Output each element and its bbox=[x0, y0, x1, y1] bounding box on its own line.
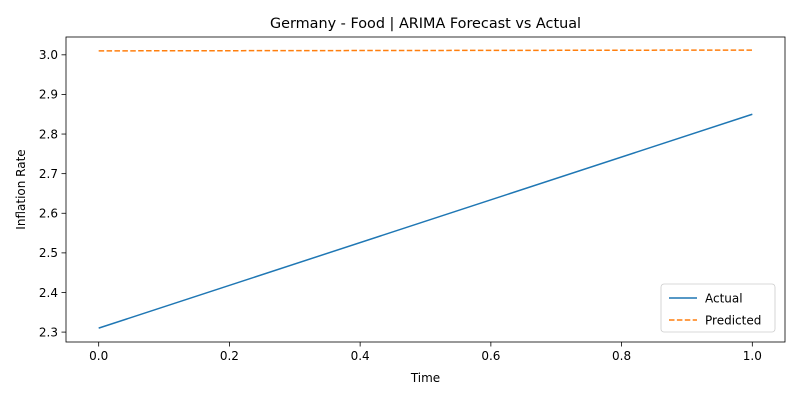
x-axis-ticks: 0.0 0.2 0.4 0.6 0.8 1.0 bbox=[89, 342, 762, 363]
y-tick-label: 2.3 bbox=[39, 325, 58, 339]
legend: Actual Predicted bbox=[660, 283, 776, 333]
plot-frame bbox=[65, 36, 786, 343]
y-axis-label: Inflation Rate bbox=[14, 149, 28, 229]
x-tick-label: 0.6 bbox=[481, 349, 500, 363]
y-tick-label: 2.5 bbox=[39, 246, 58, 260]
series-line-actual bbox=[98, 113, 753, 329]
legend-label-actual: Actual bbox=[705, 291, 743, 305]
y-tick-label: 2.9 bbox=[39, 88, 58, 102]
x-tick-label: 0.8 bbox=[612, 349, 631, 363]
y-tick-label: 2.7 bbox=[39, 167, 58, 181]
y-tick-label: 2.6 bbox=[39, 207, 58, 221]
y-axis-ticks: 2.3 2.4 2.5 2.6 2.7 2.8 2.9 3.0 bbox=[39, 48, 66, 339]
x-axis-label: Time bbox=[410, 371, 440, 385]
series-line-predicted bbox=[98, 49, 753, 52]
plot-area bbox=[65, 36, 786, 343]
chart-title: Germany - Food | ARIMA Forecast vs Actua… bbox=[270, 16, 581, 32]
x-tick-label: 0.4 bbox=[351, 349, 370, 363]
x-tick-label: 1.0 bbox=[743, 349, 762, 363]
x-tick-label: 0.2 bbox=[220, 349, 239, 363]
y-tick-label: 2.8 bbox=[39, 127, 58, 141]
legend-label-predicted: Predicted bbox=[705, 313, 761, 327]
x-tick-label: 0.0 bbox=[89, 349, 108, 363]
y-tick-label: 3.0 bbox=[39, 48, 58, 62]
y-tick-label: 2.4 bbox=[39, 286, 58, 300]
series-layer bbox=[98, 49, 753, 329]
